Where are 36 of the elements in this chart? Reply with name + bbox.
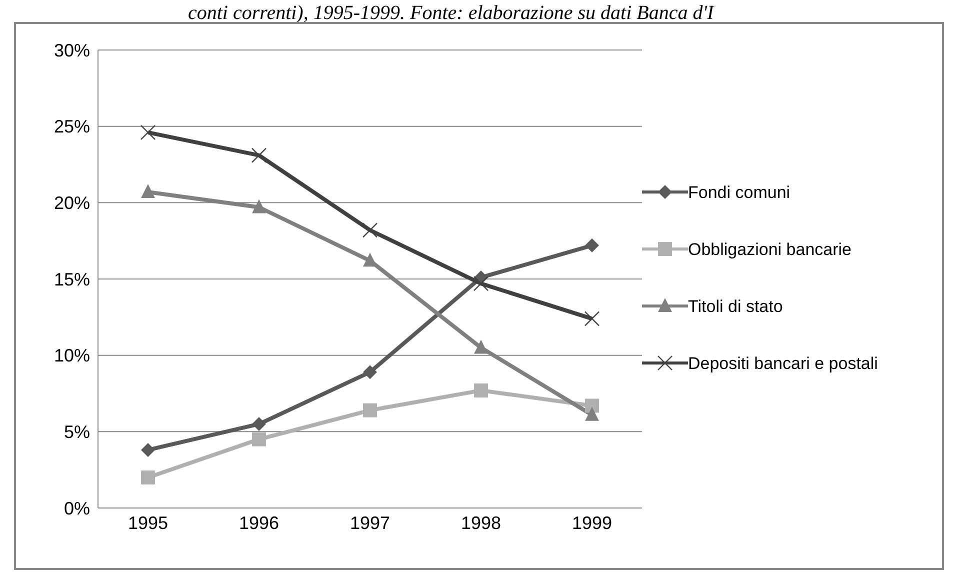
legend-label: Titoli di stato xyxy=(688,296,783,317)
text: conti correnti), 1995-1999. Fonte: elaborazione su dati Banca d'I xyxy=(188,2,714,25)
point xyxy=(473,276,489,292)
x-tick-label: 1995 xyxy=(128,512,168,533)
y-tick-label: 20% xyxy=(54,193,90,214)
point xyxy=(584,311,600,326)
point xyxy=(252,432,266,446)
point xyxy=(141,442,155,457)
point xyxy=(474,340,488,354)
point xyxy=(585,406,599,421)
point xyxy=(252,199,266,214)
legend-label: Depositi bancari e postali xyxy=(688,353,878,374)
x-tick-label: 1996 xyxy=(238,512,280,533)
x-tick-label: 1999 xyxy=(572,512,612,533)
point xyxy=(585,398,599,413)
y-tick-label: 5% xyxy=(64,422,90,442)
point xyxy=(585,238,599,252)
point xyxy=(362,222,378,238)
x-tick-label: 1997 xyxy=(350,512,390,533)
point xyxy=(363,403,377,418)
point xyxy=(251,148,267,163)
legend-label: Obbligazioni bancarie xyxy=(688,239,852,260)
legend-label: Fondi comuni xyxy=(688,182,790,203)
point xyxy=(363,365,377,380)
x-tick-label: 1998 xyxy=(460,512,502,533)
y-tick-label: 0% xyxy=(64,498,90,518)
y-tick-label: 15% xyxy=(54,269,90,290)
point xyxy=(363,252,377,267)
y-tick-label: 30% xyxy=(54,40,90,60)
point xyxy=(474,383,488,398)
point xyxy=(141,184,155,198)
point xyxy=(252,417,266,432)
point xyxy=(141,470,155,484)
y-tick-label: 10% xyxy=(54,346,90,366)
y-tick-label: 25% xyxy=(54,116,90,137)
point xyxy=(140,124,156,140)
